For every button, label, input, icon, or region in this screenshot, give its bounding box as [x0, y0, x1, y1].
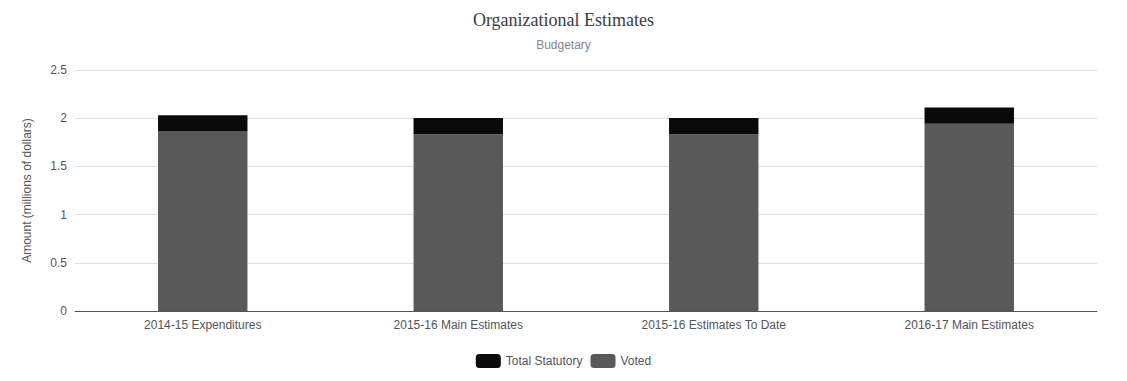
svg-text:2016-17 Main Estimates: 2016-17 Main Estimates [905, 318, 1034, 332]
svg-text:2015-16 Estimates To Date: 2015-16 Estimates To Date [641, 318, 786, 332]
svg-text:2015-16 Main Estimates: 2015-16 Main Estimates [394, 318, 523, 332]
svg-text:Voted: Voted [621, 354, 652, 368]
svg-text:0: 0 [60, 304, 67, 318]
svg-text:Organizational Estimates: Organizational Estimates [473, 10, 654, 30]
svg-text:Total Statutory: Total Statutory [506, 354, 583, 368]
svg-text:1.5: 1.5 [50, 159, 67, 173]
svg-text:2014-15 Expenditures: 2014-15 Expenditures [144, 318, 261, 332]
svg-text:Budgetary: Budgetary [536, 38, 591, 52]
svg-text:1: 1 [60, 208, 67, 222]
svg-text:2.5: 2.5 [50, 63, 67, 77]
svg-text:0.5: 0.5 [50, 256, 67, 270]
svg-text:2: 2 [60, 111, 67, 125]
svg-text:Amount (millions of dollars): Amount (millions of dollars) [20, 118, 34, 263]
